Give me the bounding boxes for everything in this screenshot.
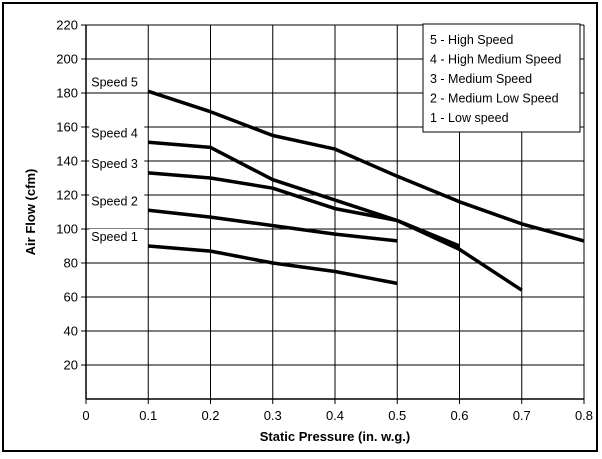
y-tick-label: 140 [56,154,78,169]
y-tick-label: 40 [64,324,78,339]
legend-entry: 2 - Medium Low Speed [430,92,559,106]
series-label-speed-2: Speed 2 [91,194,138,208]
y-tick-label: 100 [56,222,78,237]
legend-entry: 4 - High Medium Speed [430,53,561,67]
x-tick-label: 0.1 [139,408,157,423]
chart-frame: 20 40 60 80 100 120 140 160 180 200 220 0 0.1 0.2 0.3 0… [2,2,598,452]
x-axis-title: Static Pressure (in. w.g.) [260,429,411,444]
x-tick-label: 0.6 [450,408,468,423]
series-label-bg [89,229,145,244]
series-line-speed-5 [147,89,585,243]
x-tick-label: 0.2 [201,408,219,423]
x-tick-label: 0.5 [388,408,406,423]
axes: 20 40 60 80 100 120 140 160 180 200 220 0 0.1 0.2 0.3 0… [56,18,593,424]
series-label-speed-5: Speed 5 [91,75,138,89]
x-tick-label: 0.7 [513,408,531,423]
legend-entry: 3 - Medium Speed [430,72,532,86]
series-label-bg [89,74,145,90]
y-tick-label: 120 [56,188,78,203]
series-line-speed-1 [148,244,398,286]
y-tick-label: 20 [64,358,78,373]
y-tick-label: 180 [56,86,78,101]
y-tick-label: 60 [64,290,78,305]
series-label-speed-1: Speed 1 [91,230,138,244]
airflow-chart: 20 40 60 80 100 120 140 160 180 200 220 0 0.1 0.2 0.3 0… [23,18,593,445]
y-tick-label: 80 [64,256,78,271]
series-line-speed-4 [148,140,523,292]
legend: 5 - High Speed 4 - High Medium Speed 3 - M… [422,23,581,133]
series-label-bg [89,193,145,209]
series-label-bg [89,125,145,141]
series-label-bg [89,155,145,171]
series-label-speed-3: Speed 3 [91,157,138,171]
series-lines [147,89,585,292]
x-tick-label: 0.4 [326,408,344,423]
legend-box [422,23,581,133]
series-label-speed-4: Speed 4 [91,126,138,140]
y-tick-label: 220 [56,18,78,33]
series-line-speed-2 [148,208,398,243]
series-line-speed-3 [148,171,461,248]
y-tick-label: 160 [56,120,78,135]
legend-entry: 1 - Low speed [430,111,509,125]
series-labels: Speed 5 Speed 4 Speed 3 Speed 2 Speed 1 [89,74,145,244]
x-tick-label: 0 [82,408,89,423]
x-tick-label: 0.8 [575,408,593,423]
y-tick-label: 200 [56,52,78,67]
y-axis-title: Air Flow (cfm) [23,169,38,256]
legend-entry: 5 - High Speed [430,33,513,47]
x-tick-label: 0.3 [264,408,282,423]
grid [86,24,585,399]
